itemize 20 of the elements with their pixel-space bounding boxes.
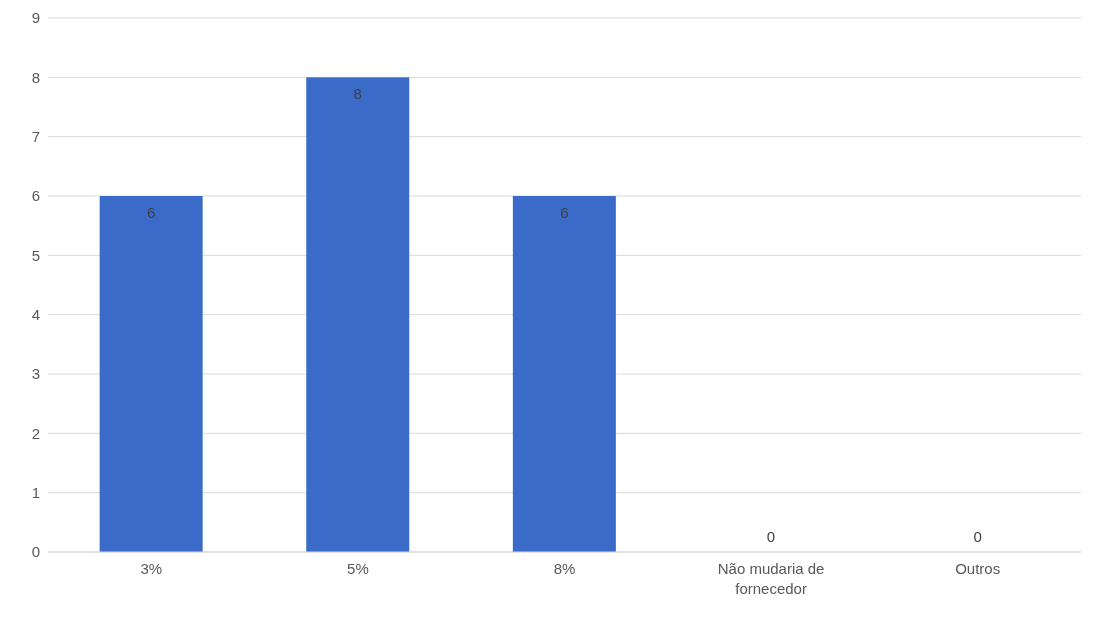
y-tick-label: 8 (31, 68, 40, 86)
x-tick-label: Não mudaria de fornecedor (717, 560, 825, 597)
y-tick-label: 5 (31, 246, 40, 264)
data-label: 6 (560, 204, 569, 221)
x-tick-label: Outros (955, 560, 1001, 577)
y-tick-label: 9 (31, 9, 40, 27)
y-tick-label: 7 (31, 127, 40, 145)
data-label: 8 (353, 85, 362, 103)
x-tick-label: 5% (347, 560, 369, 577)
x-tick-label: 3% (140, 560, 163, 577)
data-label: 0 (766, 528, 776, 545)
x-tick-label: 8% (553, 560, 576, 577)
data-label: 0 (973, 528, 982, 545)
y-tick-label: 4 (31, 305, 40, 323)
y-tick-label: 3 (31, 365, 40, 383)
data-label: 6 (146, 204, 156, 221)
y-tick-label: 6 (31, 187, 40, 205)
y-tick-label: 1 (31, 483, 40, 501)
y-tick-label: 0 (31, 543, 40, 561)
y-tick-label: 2 (31, 424, 40, 442)
